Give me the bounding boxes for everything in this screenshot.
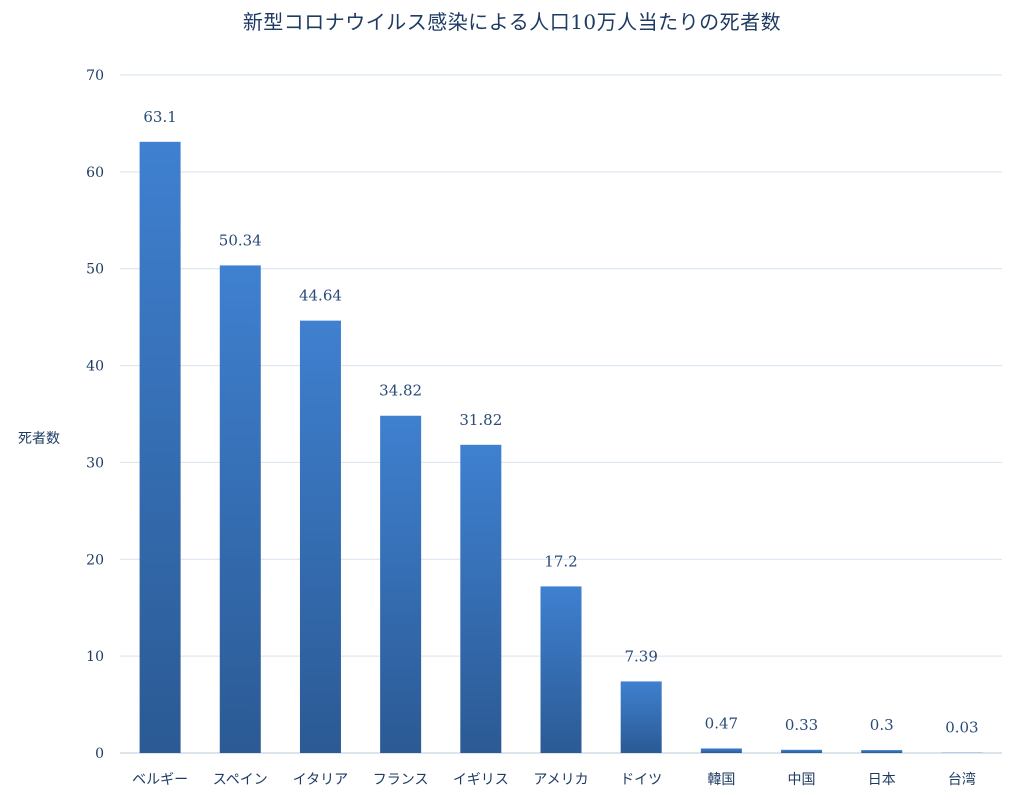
category-label: フランス (373, 772, 429, 788)
bar (700, 748, 742, 753)
data-label: 31.82 (459, 411, 502, 429)
data-label: 63.1 (143, 108, 176, 126)
category-label: スペイン (213, 772, 268, 788)
chart-title: 新型コロナウイルス感染による人口10万人当たりの死者数 (242, 10, 782, 34)
data-label: 0.03 (945, 719, 978, 737)
data-label: 0.33 (785, 716, 818, 734)
category-label: 日本 (868, 772, 896, 788)
category-label: イタリア (293, 772, 348, 788)
bar (460, 444, 502, 753)
y-tick-label: 0 (95, 746, 104, 762)
y-tick-label: 40 (86, 359, 104, 375)
bar (540, 586, 582, 753)
data-labels: 63.1 50.34 44.64 34.82 31.82 17.2 7.39 0.47 0.33… (143, 108, 978, 737)
data-label: 34.82 (379, 382, 422, 400)
bars (139, 141, 983, 753)
y-axis-title: 死者数 (18, 431, 60, 447)
data-label: 17.2 (544, 552, 577, 570)
category-label: 台湾 (948, 771, 976, 788)
data-label: 44.64 (299, 287, 342, 305)
y-tick-label: 70 (86, 68, 104, 84)
bar (781, 749, 823, 753)
y-tick-label: 30 (86, 455, 104, 471)
category-label: 中国 (788, 772, 816, 788)
y-tick-label: 50 (86, 262, 104, 278)
y-tick-label: 60 (86, 165, 104, 181)
bar (380, 415, 422, 753)
y-tick-label: 20 (86, 552, 104, 568)
y-tick-label: 10 (86, 649, 104, 665)
category-label: 韓国 (707, 772, 735, 788)
bar (861, 750, 903, 753)
data-label: 0.47 (705, 714, 738, 732)
category-label: ベルギー (132, 772, 188, 788)
bar (620, 681, 662, 753)
category-labels: ベルギー スペイン イタリア フランス イギリス アメリカ ドイツ 韓国 中国 日本 台湾 (132, 771, 976, 788)
data-label: 50.34 (219, 231, 262, 249)
data-label: 0.3 (870, 716, 894, 734)
bar (299, 320, 341, 753)
category-label: イギリス (453, 772, 509, 788)
bar (139, 141, 181, 753)
data-label: 7.39 (624, 647, 657, 665)
y-axis-ticks: 0 10 20 30 40 50 60 70 (86, 68, 104, 762)
category-label: ドイツ (620, 772, 662, 788)
category-label: アメリカ (533, 772, 588, 788)
bar (219, 265, 261, 753)
